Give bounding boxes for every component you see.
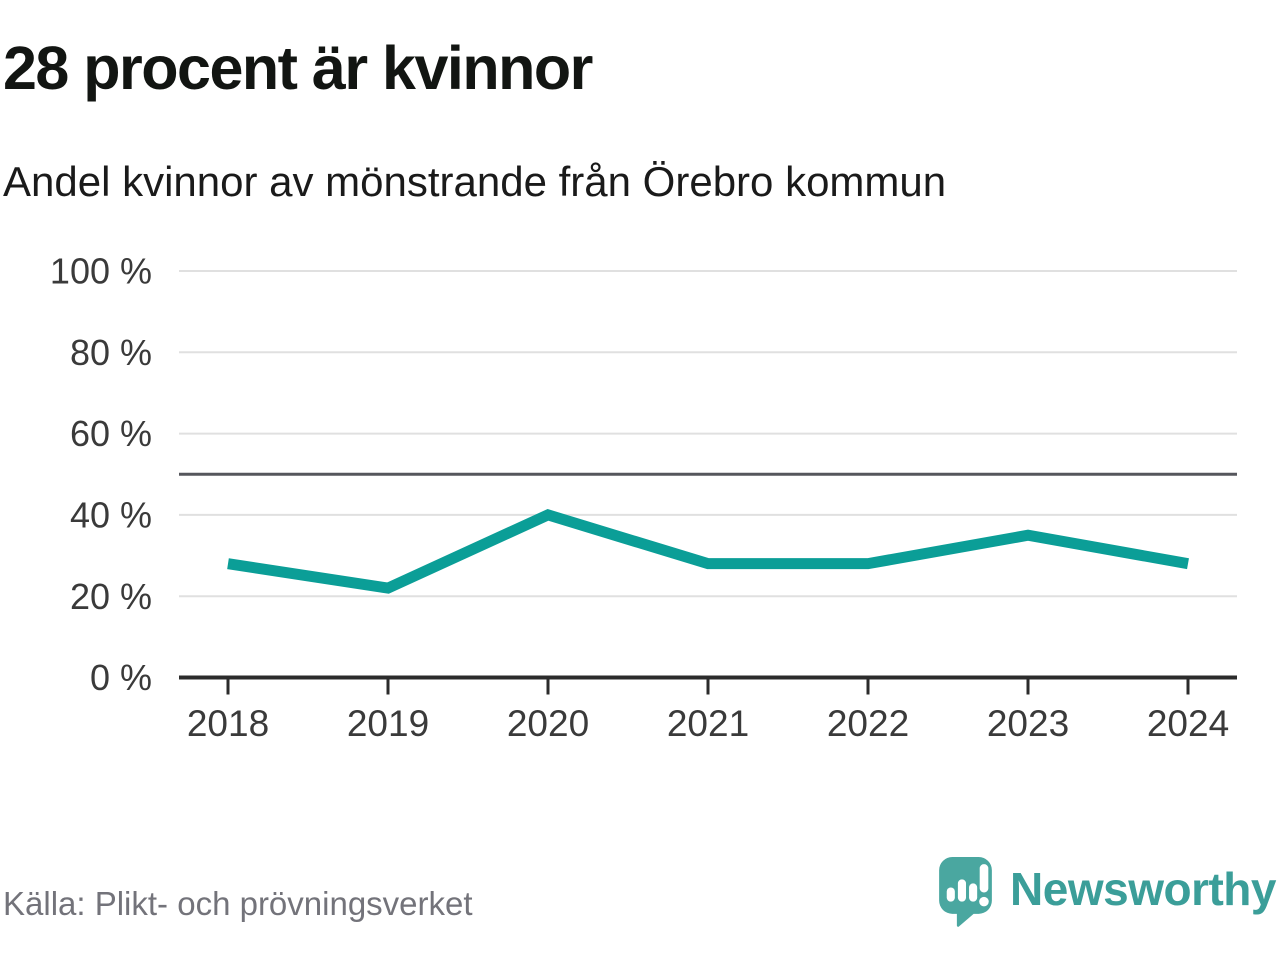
newsworthy-wordmark: Newsworthy [1010,862,1276,915]
source-attribution: Källa: Plikt- och prövningsverket [3,885,473,922]
y-axis-tick-label: 20 % [70,576,152,617]
y-axis-tick-label: 40 % [70,495,152,536]
newsworthy-speech-bubble-chart-icon [939,857,992,927]
x-axis-tick-label: 2018 [187,703,269,744]
y-axis-tick-label: 0 % [90,657,152,698]
x-axis-tick-label: 2022 [827,703,909,744]
x-axis-tick-label: 2024 [1147,703,1229,744]
y-axis-tick-label: 100 % [50,251,152,292]
y-axis-tick-label: 60 % [70,413,152,454]
y-axis-tick-label: 80 % [70,332,152,373]
page-title: 28 procent är kvinnor [3,34,593,102]
x-axis-tick-label: 2023 [987,703,1069,744]
x-axis-tick-label: 2021 [667,703,749,744]
page-subtitle: Andel kvinnor av mönstrande från Örebro … [3,158,947,205]
data-line [227,509,1189,594]
newsworthy-logo: Newsworthy [938,856,1276,927]
x-axis-tick-label: 2019 [347,703,429,744]
x-axis-tick-label: 2020 [507,703,589,744]
